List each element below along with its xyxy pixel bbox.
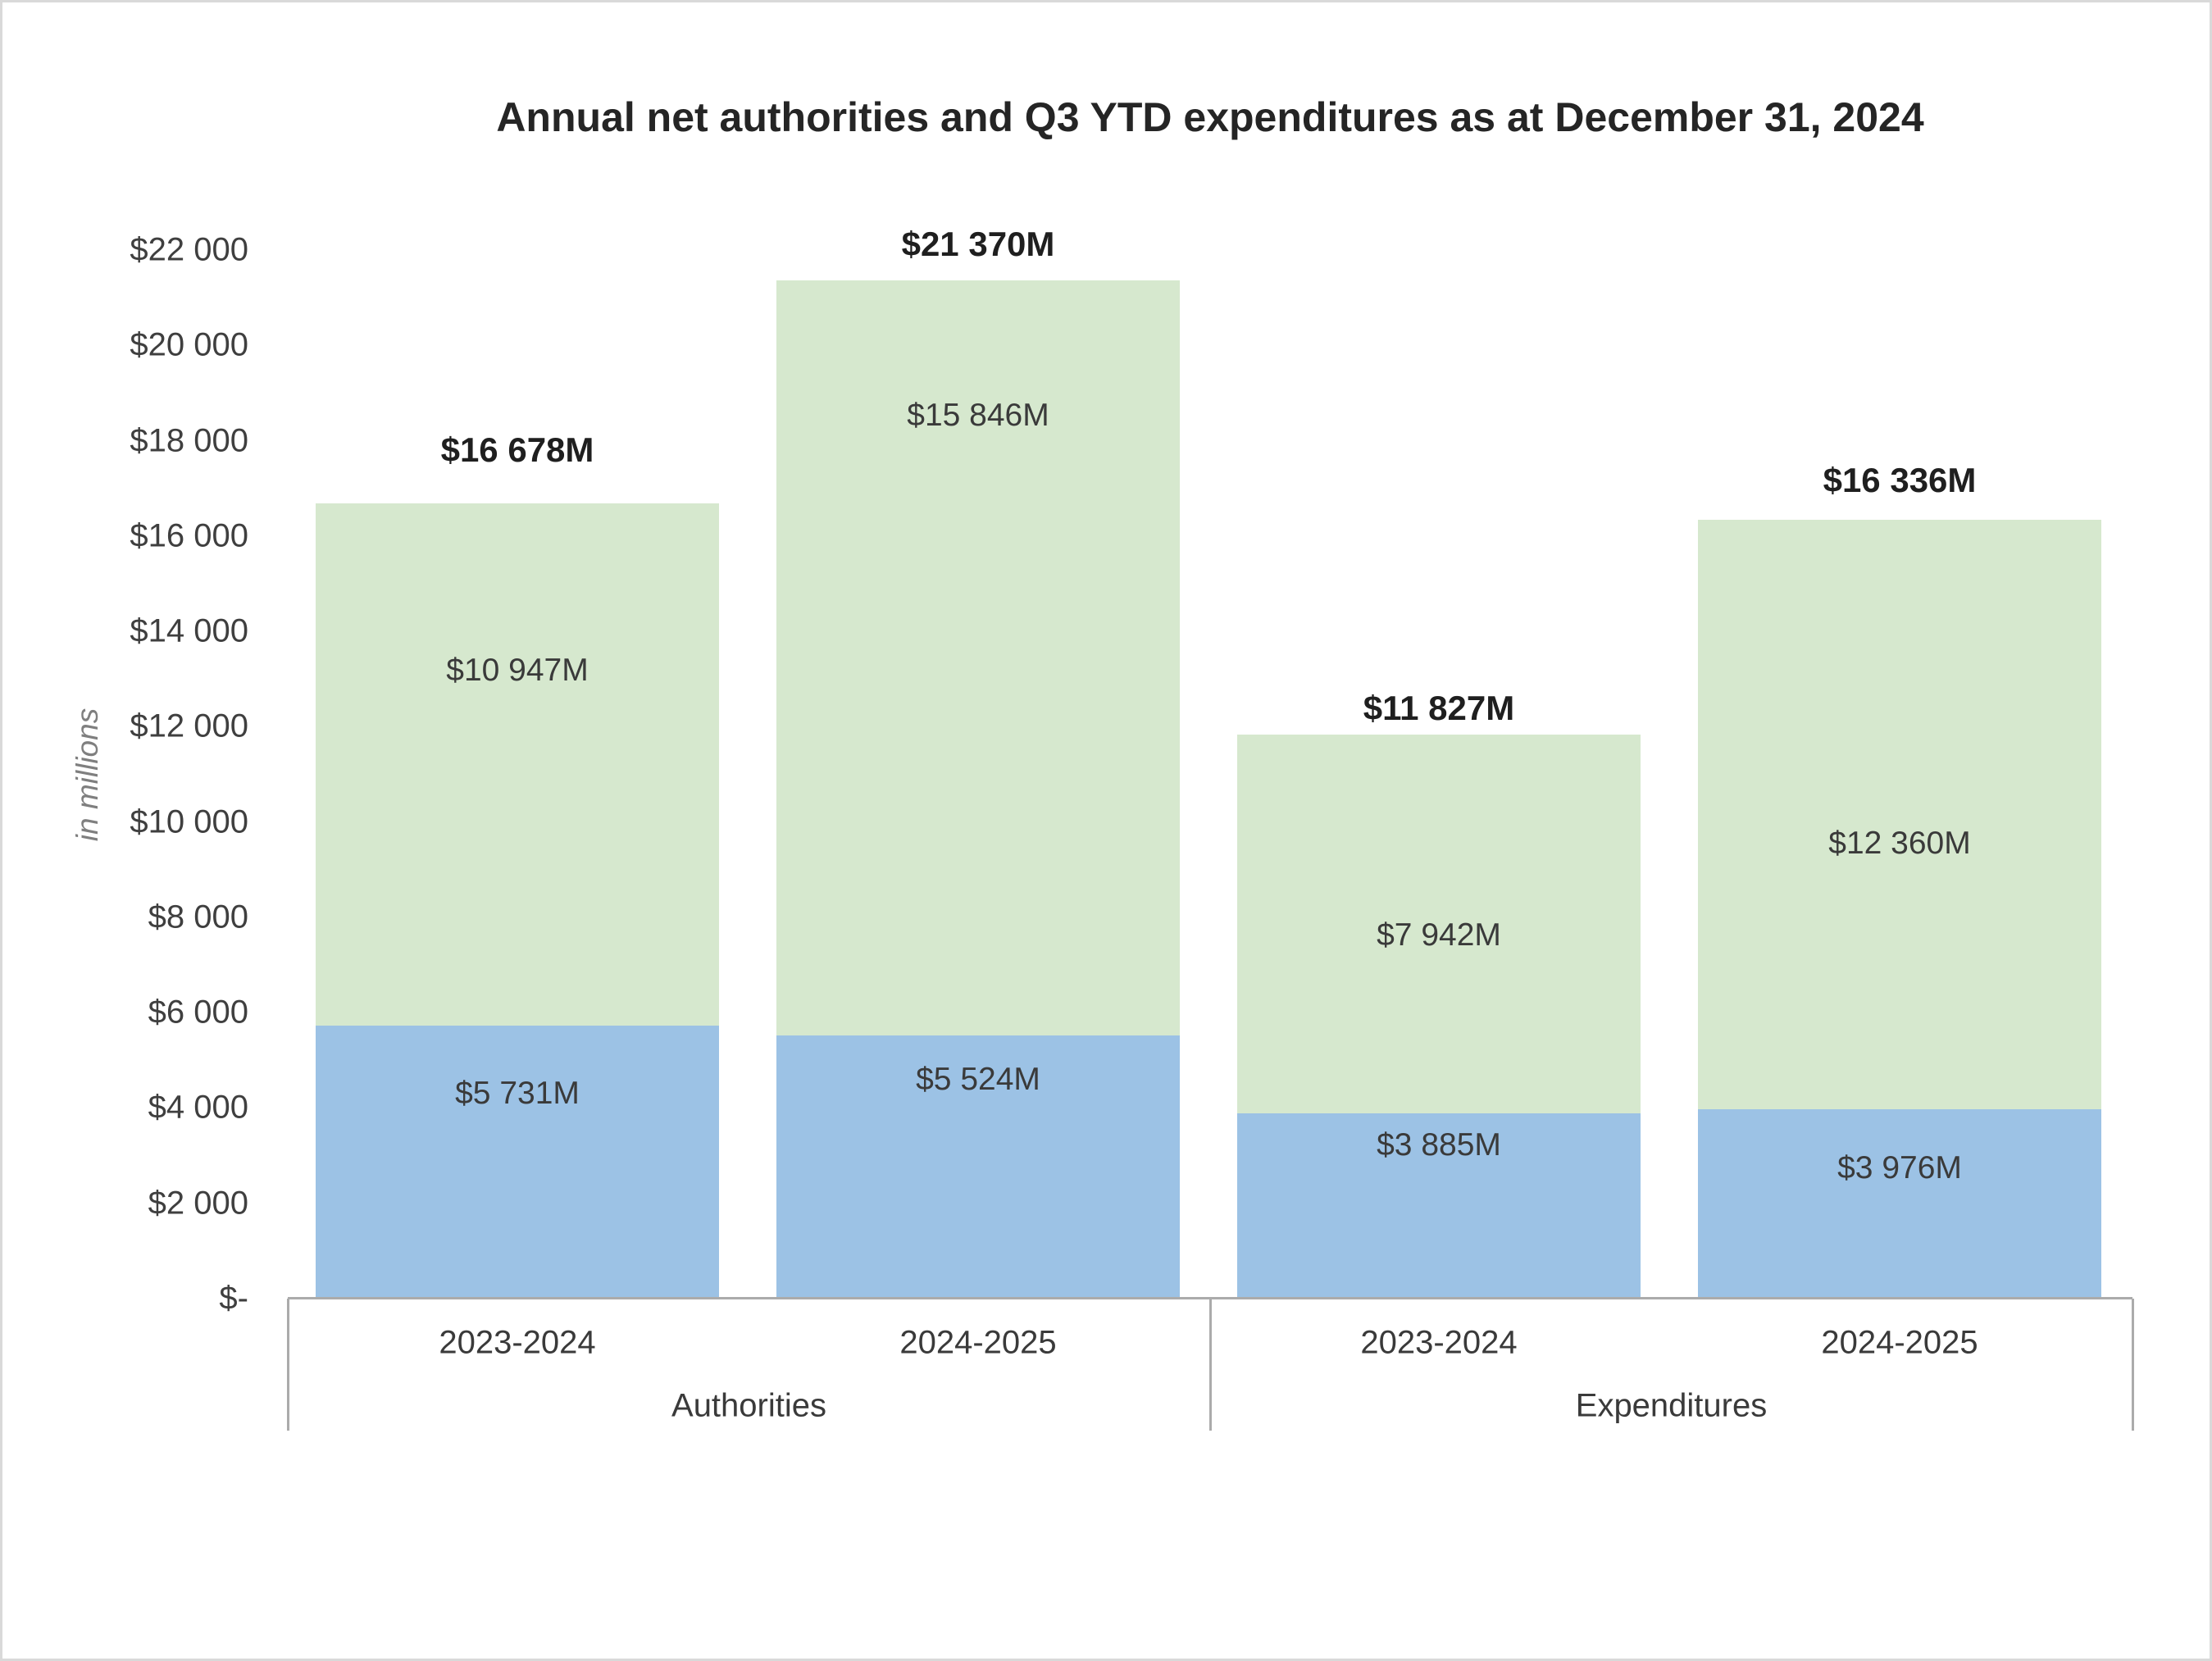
y-tick-label: $14 000: [130, 612, 248, 649]
segment-label-upper: $12 360M: [1828, 826, 1971, 862]
total-label: $16 678M: [440, 430, 594, 470]
category-tick-label: 2024-2025: [899, 1324, 1057, 1361]
bar-segment-upper: [1698, 520, 2101, 1109]
segment-label-upper: $15 846M: [907, 398, 1049, 434]
segment-label-upper: $7 942M: [1377, 917, 1501, 953]
y-tick-label: $18 000: [130, 422, 248, 459]
segment-label-upper: $10 947M: [446, 653, 589, 689]
y-tick-label: $10 000: [130, 803, 248, 840]
y-tick-label: $2 000: [148, 1185, 248, 1222]
total-label: $21 370M: [901, 224, 1055, 263]
chart-title: Annual net authorities and Q3 YTD expend…: [496, 94, 1924, 140]
group-label-expenditures: Expenditures: [1575, 1387, 1768, 1424]
bar-segment-upper: [316, 503, 719, 1026]
group-label-authorities: Authorities: [671, 1387, 826, 1424]
category-separator-line: [287, 1299, 289, 1431]
category-tick-label: 2024-2025: [1821, 1324, 1978, 1361]
category-separator-line: [2132, 1299, 2134, 1431]
y-tick-label: $8 000: [148, 899, 248, 935]
y-tick-label: $12 000: [130, 708, 248, 744]
bar-segment-upper: [776, 280, 1180, 1035]
y-tick-label: $6 000: [148, 994, 248, 1031]
bar-segment-lower: [776, 1035, 1180, 1299]
bar-segment-upper: [1237, 735, 1641, 1114]
y-tick-label: $4 000: [148, 1089, 248, 1126]
segment-label-lower: $3 976M: [1837, 1149, 1962, 1185]
bar-segment-lower: [1698, 1108, 2101, 1299]
total-label: $16 336M: [1823, 461, 1977, 500]
y-tick-label: $22 000: [130, 231, 248, 268]
total-label: $11 827M: [1363, 689, 1515, 728]
segment-label-lower: $5 524M: [916, 1062, 1040, 1098]
bar-segment-lower: [1237, 1113, 1641, 1299]
segment-label-lower: $3 885M: [1377, 1126, 1501, 1163]
segment-label-lower: $5 731M: [455, 1076, 580, 1112]
bar-segment-lower: [316, 1025, 719, 1299]
category-separator-line: [1209, 1299, 1212, 1431]
category-tick-label: 2023-2024: [439, 1324, 596, 1361]
axis-baseline: [288, 1297, 2132, 1299]
y-tick-label: $-: [219, 1280, 248, 1317]
category-tick-label: 2023-2024: [1360, 1324, 1518, 1361]
y-tick-label: $16 000: [130, 517, 248, 554]
y-tick-label: $20 000: [130, 326, 248, 363]
